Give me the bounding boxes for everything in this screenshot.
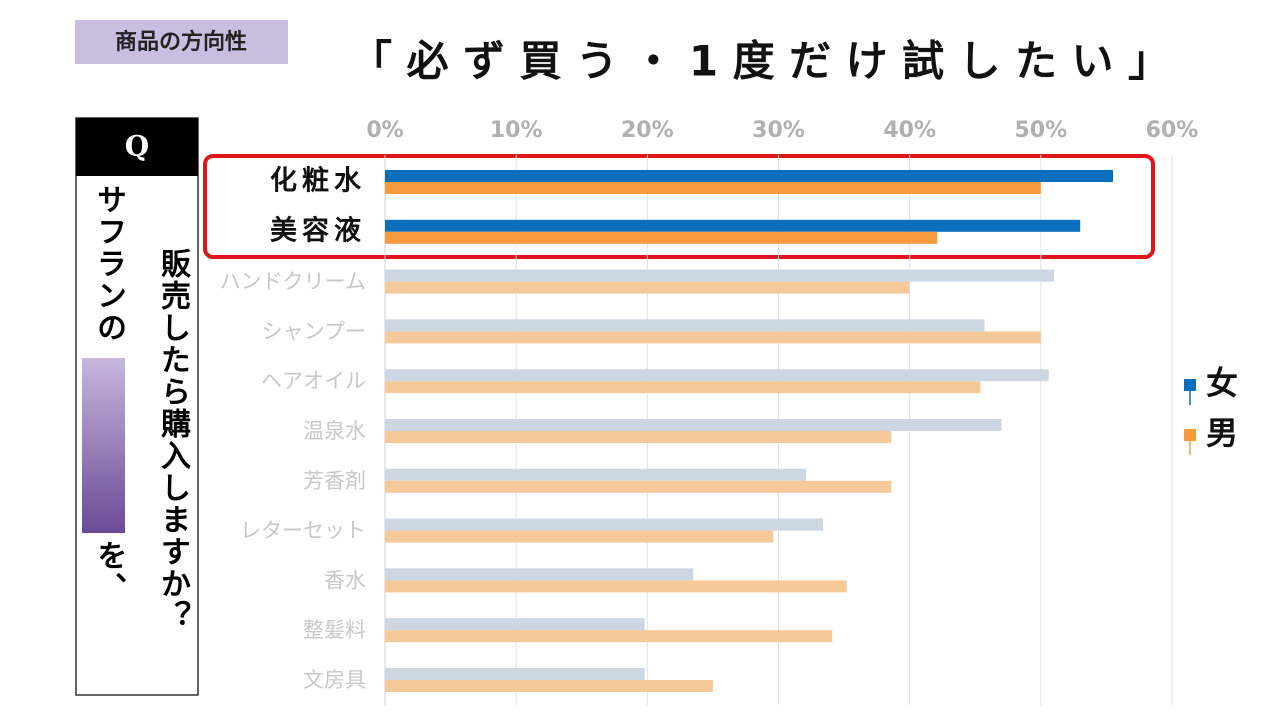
x-tick-label: 60% [1146,118,1199,143]
question-header [76,118,198,176]
bar [385,182,1041,194]
chart-title: 「必ず買う・1度だけ試したい」 [350,37,1170,86]
y-tick-label: ハンドクリーム [220,270,366,294]
question-text: サフランの [91,184,126,344]
legend-marker [1184,429,1196,441]
x-tick-label: 40% [883,118,936,143]
bar [385,468,807,481]
x-tick-label: 10% [490,118,543,143]
y-tick-label: 芳香剤 [303,469,366,493]
x-tick-label: 0% [366,118,403,143]
tag: 商品の方向性 [115,29,247,55]
question-text: を、 [91,540,126,604]
question-label: Q [125,130,149,163]
bar [385,480,892,493]
y-tick-label: 化粧水 [270,166,366,197]
bar [385,219,1081,232]
bar [385,381,981,394]
y-tick-label: 整髪料 [303,618,366,642]
bar [385,680,713,692]
bar [385,630,833,643]
legend-marker [1184,379,1196,391]
legend-label: 女 [1206,364,1238,402]
bar [385,618,645,631]
bar [385,319,985,332]
bar [385,231,938,244]
x-tick-label: 50% [1014,118,1067,143]
y-tick-label: レターセット [240,519,366,543]
tag-box [75,20,288,64]
y-tick-label: 温泉水 [303,419,366,443]
y-tick-label: シャンプー [262,319,366,343]
bar [385,269,1054,282]
bar [385,668,645,680]
bar [385,369,1049,382]
y-tick-label: 美容液 [270,214,366,246]
bar [385,568,694,581]
x-tick-label: 20% [621,118,674,143]
bar [385,580,847,593]
y-tick-label: ヘアオイル [261,369,366,393]
bar [385,419,1002,431]
y-tick-label: 香水 [324,568,366,592]
y-tick-label: 文房具 [303,668,366,692]
bar [385,431,892,443]
bar [385,281,910,294]
bar [385,530,774,543]
blank-box [82,358,125,533]
bar [385,331,1041,344]
x-tick-label: 30% [752,118,805,143]
highlight-box [203,154,1155,259]
legend-label: 男 [1206,414,1238,452]
question-text: 販売したら購入しますか？ [155,248,190,632]
bar [385,518,824,531]
bar [385,170,1113,182]
